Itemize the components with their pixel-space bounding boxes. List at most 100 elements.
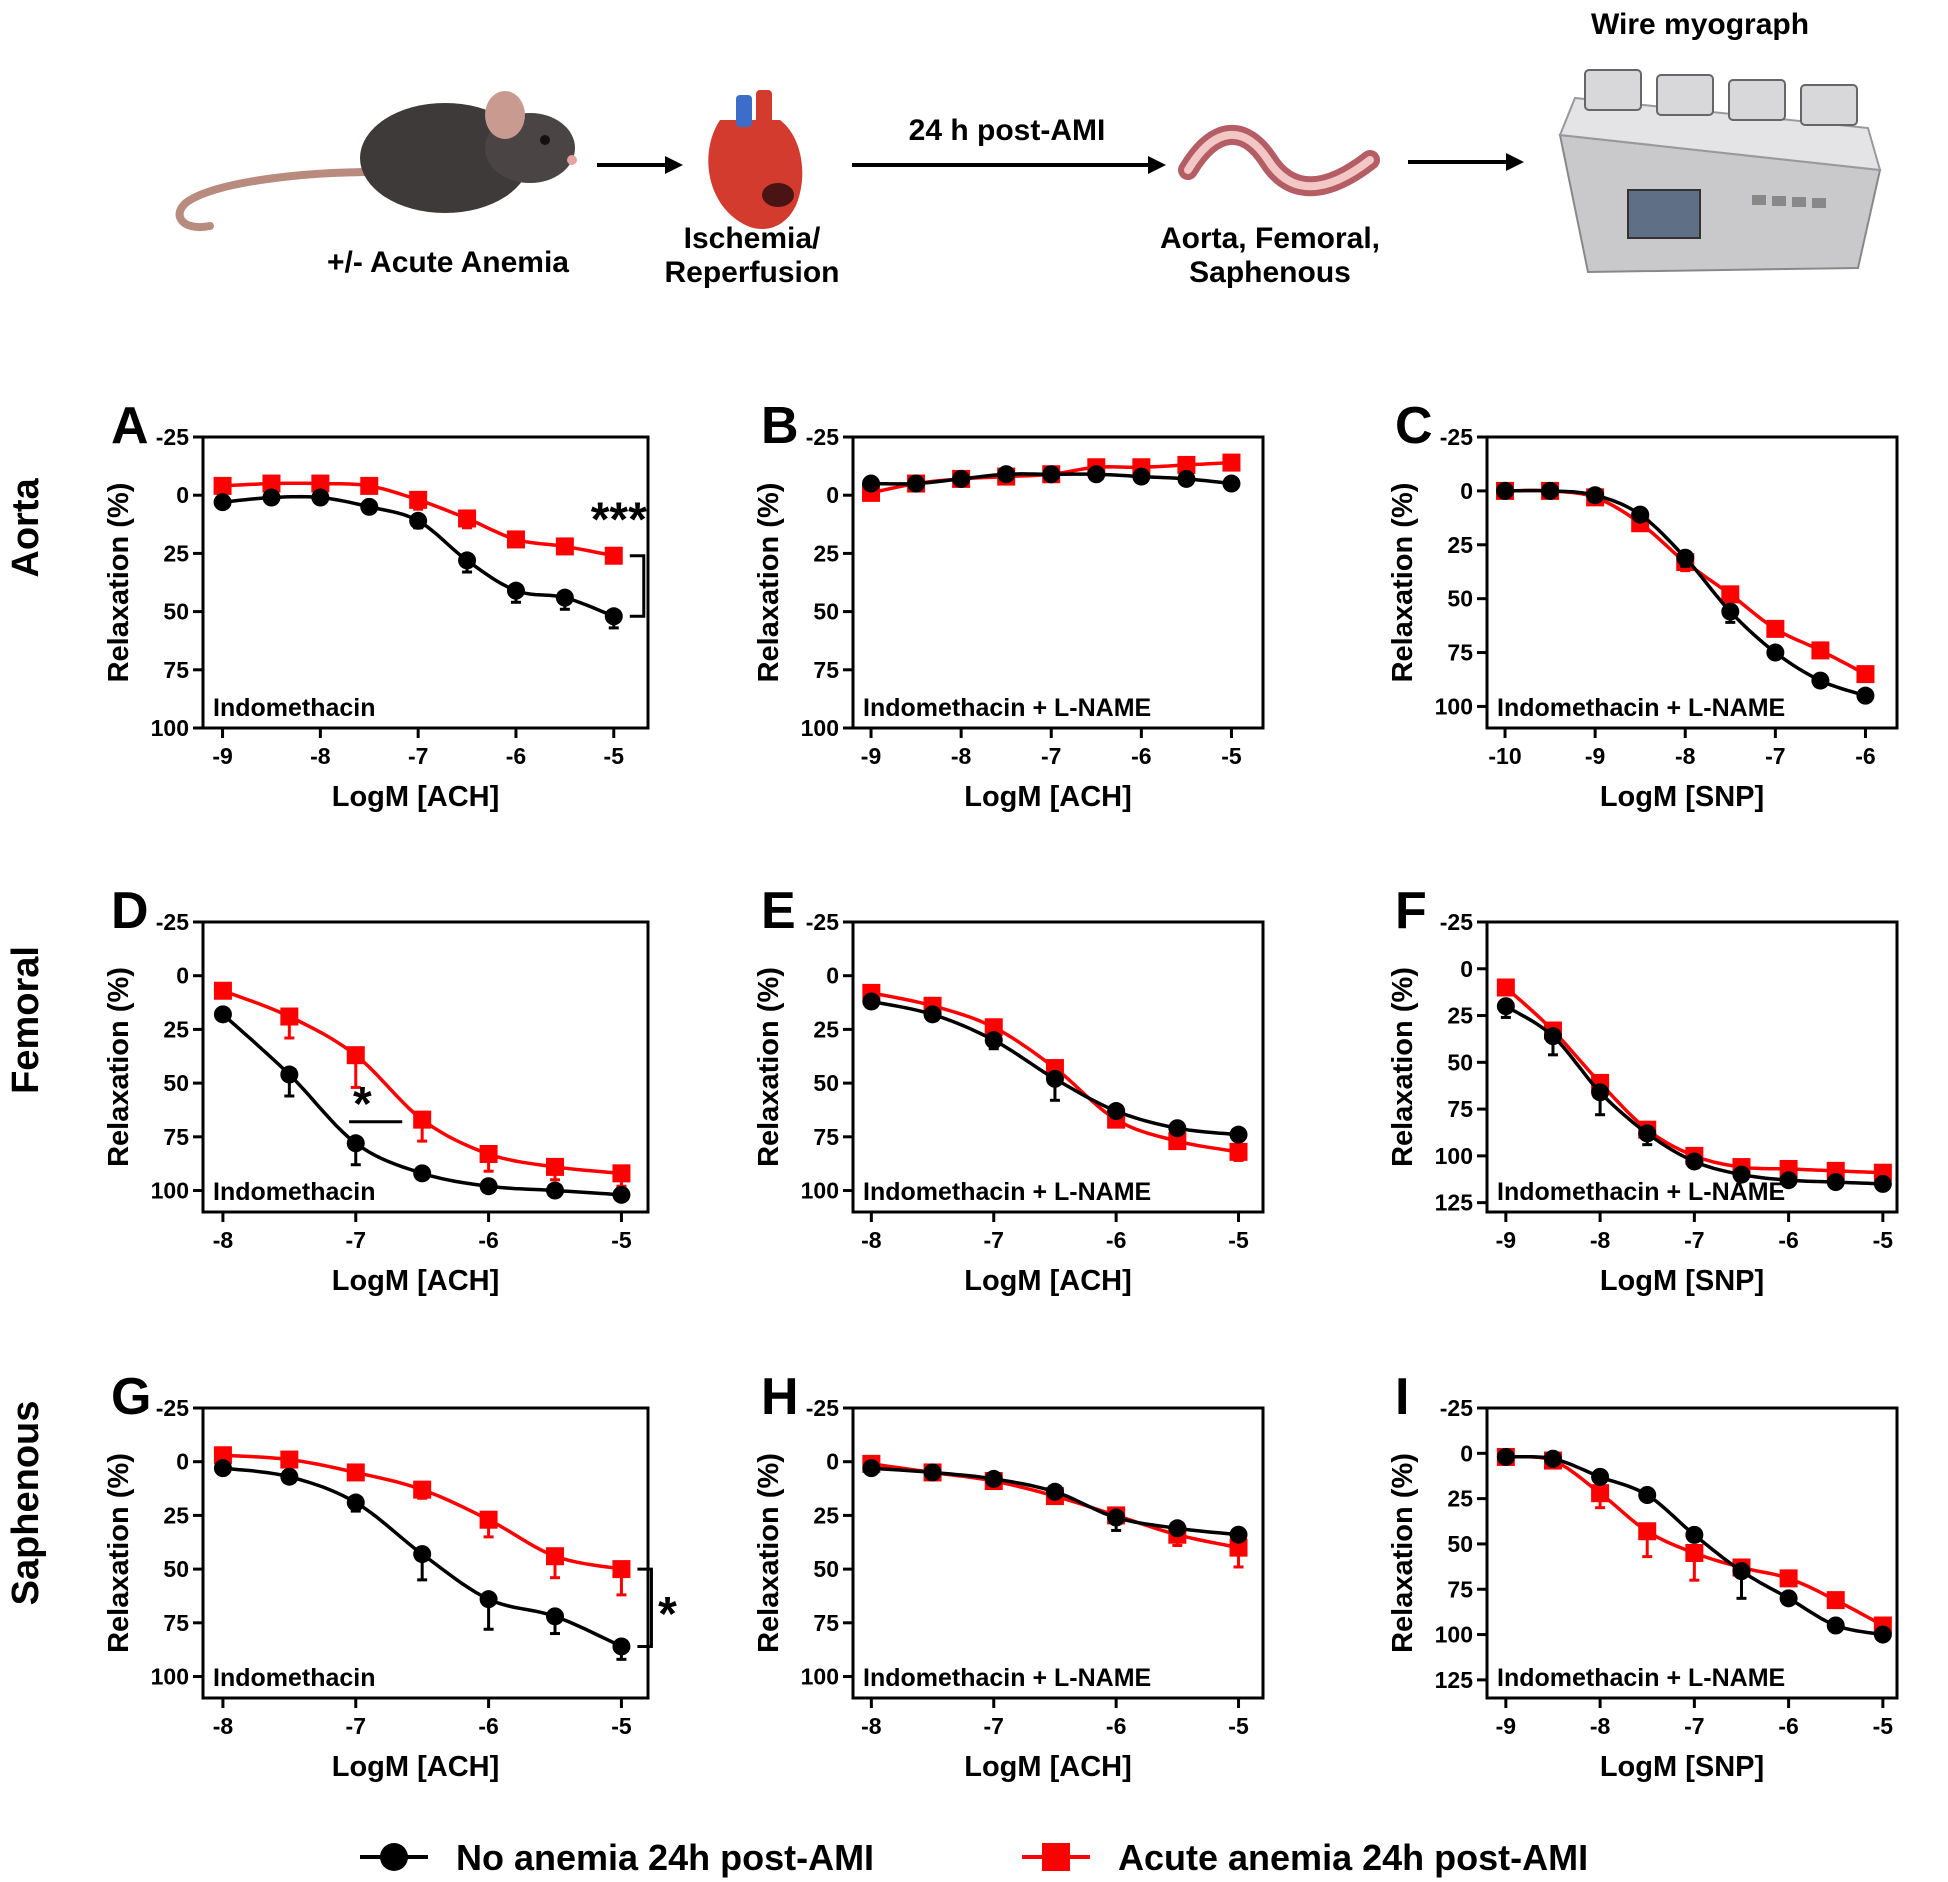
mouse-nose	[567, 155, 577, 165]
x-axis-label: LogM [SNP]	[1600, 781, 1764, 813]
series-no-anemia	[1496, 481, 1875, 705]
y-tick-label: 50	[163, 599, 189, 625]
data-point	[280, 1065, 299, 1084]
data-point	[984, 1031, 1003, 1050]
arrow-label: 24 h post-AMI	[909, 114, 1106, 147]
panel-letter: A	[111, 397, 149, 455]
data-point	[1766, 619, 1785, 638]
y-tick-label: -25	[1440, 909, 1473, 935]
data-point	[1087, 465, 1106, 484]
data-point	[612, 1185, 631, 1204]
fit-curve	[1505, 488, 1867, 698]
chart-panels: A -25 0 25 50 75 100 -9 -8 -7 -6 -5 LogM [ACH] Relaxa…	[103, 397, 1899, 1783]
legend-item-no-anemia: No anemia 24h post-AMI	[360, 1837, 874, 1878]
x-tick-label: -7	[408, 743, 428, 769]
y-tick-label: 100	[151, 1664, 189, 1690]
legend-label: No anemia 24h post-AMI	[456, 1837, 874, 1878]
x-tick-label: -6	[506, 743, 526, 769]
data-point	[213, 1446, 232, 1465]
series-acute-anemia	[1496, 481, 1875, 684]
heart-icon	[708, 90, 803, 230]
series-no-anemia	[862, 1459, 1248, 1544]
data-point	[1222, 453, 1241, 472]
y-tick-label: 50	[813, 1070, 839, 1096]
x-tick-label: -5	[1873, 1227, 1894, 1253]
data-point	[1826, 1616, 1845, 1635]
x-tick-label: -7	[984, 1227, 1004, 1253]
significance-marker: ***	[591, 494, 647, 547]
data-point	[1676, 548, 1695, 567]
arrow-2-head	[1148, 156, 1166, 174]
data-point	[555, 588, 574, 607]
panel-condition-label: Indomethacin + L-NAME	[863, 694, 1151, 722]
heart-infarct	[762, 183, 794, 207]
y-tick-label: -25	[806, 424, 839, 450]
data-point	[546, 1547, 565, 1566]
data-point	[506, 530, 525, 549]
mouse-eye	[540, 135, 550, 145]
x-tick-label: -5	[604, 743, 625, 769]
data-point	[952, 469, 971, 488]
data-point	[213, 981, 232, 1000]
legend-marker-square	[1042, 1843, 1070, 1871]
data-point	[280, 1450, 299, 1469]
step-label-3: Aorta, Femoral, Saphenous	[1160, 222, 1380, 289]
series-no-anemia	[862, 465, 1241, 493]
data-point	[213, 1459, 232, 1478]
y-tick-label: 50	[163, 1556, 189, 1582]
x-tick-label: -6	[478, 1713, 498, 1739]
x-axis-label: LogM [SNP]	[1600, 1751, 1764, 1783]
panel-h: H -25 0 25 50 75 100 -8 -7 -6 -5 LogM [ACH] Relaxati…	[753, 1368, 1265, 1783]
data-point	[413, 1164, 432, 1183]
data-point	[1177, 455, 1196, 474]
x-tick-label: -7	[1041, 743, 1061, 769]
legend-item-acute-anemia: Acute anemia 24h post-AMI	[1022, 1837, 1588, 1878]
x-tick-label: -6	[1855, 743, 1875, 769]
row-label-femoral: Femoral	[5, 946, 47, 1094]
data-point	[604, 546, 623, 565]
heart-artery	[756, 90, 772, 126]
data-point	[1496, 978, 1515, 997]
mouse-body	[360, 103, 530, 213]
y-tick-label: 25	[813, 1016, 839, 1042]
x-tick-label: -9	[1496, 1713, 1516, 1739]
data-point	[1779, 1171, 1798, 1190]
plot-frame	[851, 1406, 1265, 1700]
panel-letter: G	[111, 1368, 151, 1426]
data-point	[1496, 481, 1515, 500]
x-tick-label: -9	[1496, 1227, 1516, 1253]
data-point	[262, 488, 281, 507]
data-point	[1826, 1173, 1845, 1192]
y-tick-label: 125	[1435, 1667, 1474, 1693]
data-point	[409, 490, 428, 509]
step-label-line: +/- Acute Anemia	[327, 246, 569, 279]
data-point	[546, 1181, 565, 1200]
data-point	[612, 1164, 631, 1183]
data-point	[1045, 1482, 1064, 1501]
x-axis-label: LogM [ACH]	[964, 1751, 1132, 1783]
myograph-chamber	[1728, 79, 1786, 121]
data-point	[1229, 1538, 1248, 1557]
y-tick-label: 0	[1460, 956, 1473, 982]
y-tick-label: 50	[813, 599, 839, 625]
data-point	[612, 1560, 631, 1579]
panel-letter: D	[111, 882, 149, 940]
data-point	[1873, 1174, 1892, 1193]
data-point	[506, 581, 525, 600]
y-tick-label: 75	[163, 1124, 189, 1150]
panel-condition-label: Indomethacin + L-NAME	[863, 1664, 1151, 1692]
y-tick-label: 50	[163, 1070, 189, 1096]
data-point	[1168, 1132, 1187, 1151]
myograph-chamber	[1584, 69, 1642, 111]
data-point	[984, 1018, 1003, 1037]
series-no-anemia	[862, 992, 1248, 1144]
data-point	[1177, 469, 1196, 488]
y-axis-label: Relaxation (%)	[103, 1453, 135, 1653]
data-point	[1543, 1449, 1562, 1468]
y-tick-label: 25	[163, 1502, 189, 1528]
panel-condition-label: Indomethacin	[213, 1178, 376, 1206]
data-point	[555, 537, 574, 556]
y-tick-label: 50	[1447, 586, 1473, 612]
y-tick-label: 25	[813, 1502, 839, 1528]
y-tick-label: 100	[1435, 1622, 1473, 1648]
